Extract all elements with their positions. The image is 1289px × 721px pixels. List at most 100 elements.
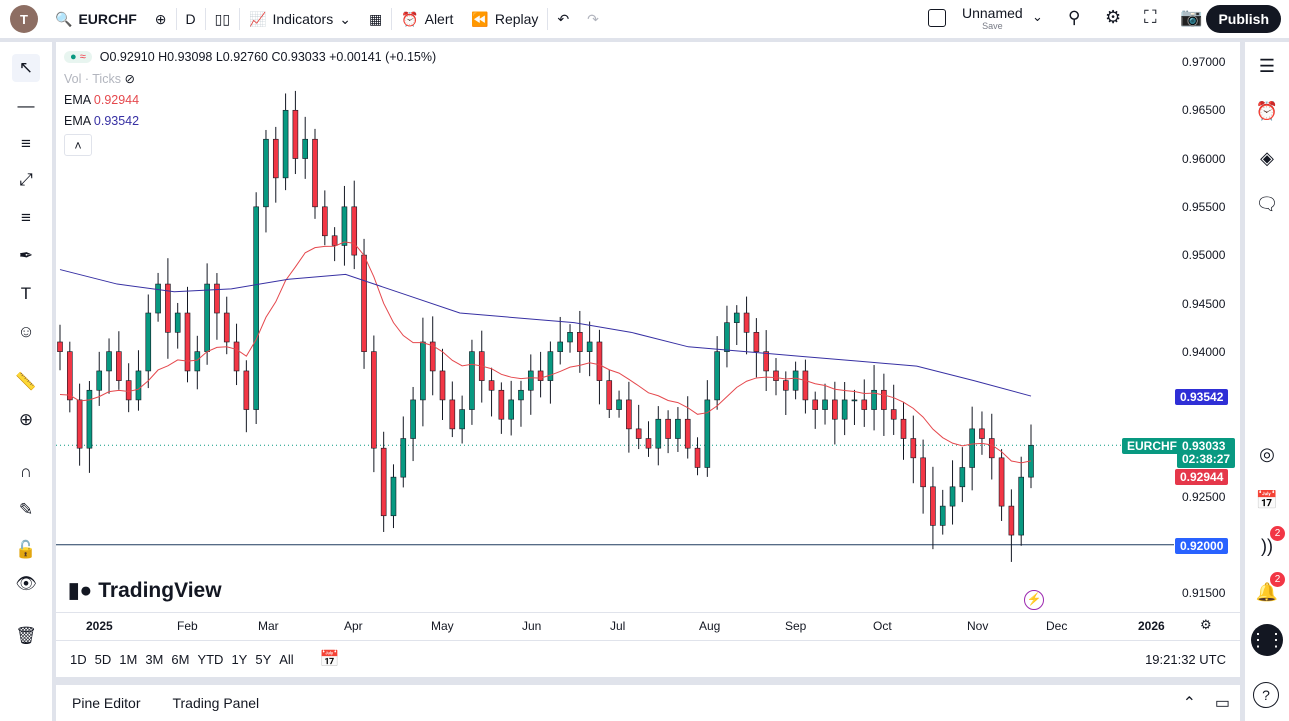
layout-name: Unnamed (962, 5, 1023, 21)
y-tick: 0.94500 (1182, 297, 1226, 311)
range-1y[interactable]: 1Y (231, 651, 248, 667)
calendar-icon[interactable]: 📅 (1255, 489, 1279, 510)
chat-icon[interactable]: 🗨 (1255, 193, 1279, 214)
chart-type-button[interactable]: ▯▯ (206, 0, 239, 38)
redo-button[interactable]: ↷ (578, 0, 608, 38)
ema-slow-label[interactable]: EMA (64, 114, 91, 128)
zoom-in-icon[interactable]: ⊕ (18, 410, 34, 429)
y-tick: 0.95500 (1182, 200, 1226, 214)
cursor-icon[interactable]: ↖ (12, 54, 40, 82)
layers-icon[interactable]: ◈ (1260, 147, 1274, 168)
compare-button[interactable]: ⊕ (146, 0, 176, 38)
axis-settings-gear-icon[interactable]: ⚙ (1200, 617, 1212, 632)
alarm-clock-icon[interactable]: ⏰ (1255, 100, 1279, 121)
candle-body (380, 447, 387, 517)
help-icon[interactable]: ? (1253, 682, 1279, 708)
trash-icon[interactable]: 🗑 (15, 626, 37, 645)
horizontal-line-price-tag[interactable]: 0.92000 (1175, 538, 1229, 554)
candle-body (547, 351, 554, 381)
range-5y[interactable]: 5Y (255, 651, 272, 667)
brush-icon[interactable]: ✒ (18, 246, 34, 265)
apps-grid-icon[interactable]: ⋮⋮ (1249, 624, 1285, 656)
ohlc-values: O0.92910 H0.93098 L0.92760 C0.93033 +0.0… (99, 50, 437, 64)
candle-body (292, 109, 299, 159)
chart-pane[interactable]: ● ≈ O0.92910 H0.93098 L0.92760 C0.93033 … (56, 42, 1240, 640)
range-5d[interactable]: 5D (94, 651, 112, 667)
lock-drawing-icon[interactable]: ✎ (18, 500, 34, 519)
settings-gear-icon[interactable]: ⚙ (1105, 7, 1122, 27)
chevron-up-icon[interactable]: ⌃ (1182, 695, 1196, 712)
indicators-button[interactable]: 📈 Indicators ⌄ (240, 0, 360, 38)
target-icon[interactable]: ◎ (1259, 443, 1275, 464)
text-icon[interactable]: T (20, 284, 32, 303)
collapse-legend-button[interactable]: ˄ (64, 134, 92, 156)
price-chart[interactable] (56, 42, 1240, 640)
candle-body (930, 486, 936, 526)
range-ytd[interactable]: YTD (197, 651, 224, 667)
chevron-down-icon[interactable]: ⌄ (1032, 9, 1043, 24)
trend-line-icon[interactable]: — (17, 96, 35, 115)
range-1d[interactable]: 1D (70, 651, 87, 667)
volume-label[interactable]: Vol · Ticks (64, 72, 121, 86)
layout-checkbox-icon[interactable] (928, 9, 946, 27)
ruler-icon[interactable]: 📏 (15, 372, 37, 391)
ema-fast-label[interactable]: EMA (64, 93, 91, 107)
pattern-icon[interactable]: ⤢ (19, 170, 33, 189)
candle-body (429, 341, 436, 372)
notifications-bell-icon[interactable]: 🔔 2 (1253, 572, 1285, 606)
candle-body (635, 428, 642, 439)
candle-body (351, 206, 358, 256)
candle-body (361, 254, 367, 352)
candle-body (763, 351, 769, 372)
undo-button[interactable]: ↶ (548, 0, 578, 38)
redo-icon: ↷ (587, 10, 599, 27)
candle-body (557, 341, 564, 352)
emoji-icon[interactable]: ☺ (17, 322, 35, 341)
candle-body (155, 283, 161, 314)
fullscreen-icon[interactable]: ⛶ (1144, 7, 1157, 27)
magnet-icon[interactable]: ∩ (19, 462, 33, 481)
publish-button[interactable]: Publish (1206, 5, 1281, 33)
ema-slow-value: 0.93542 (93, 114, 140, 128)
candle-body (655, 418, 662, 449)
templates-button[interactable]: ▦ (360, 0, 391, 38)
candle-body (145, 312, 152, 372)
alert-button[interactable]: ⏰ Alert (392, 0, 462, 38)
lightning-event-icon[interactable]: ⚡ (1024, 590, 1044, 610)
candle-body (184, 312, 191, 372)
fib-lines-icon[interactable]: ≡ (21, 134, 31, 153)
clock[interactable]: 19:21:32 UTC (1145, 651, 1226, 667)
news-feed-icon[interactable]: )) 2 (1253, 526, 1285, 560)
alarm-icon: ⏰ (401, 10, 419, 27)
range-6m[interactable]: 6M (171, 651, 190, 667)
candle-body (135, 370, 142, 401)
replay-button[interactable]: ⏪ Replay (462, 0, 547, 38)
watchlist-icon[interactable]: ☰ (1258, 55, 1276, 76)
calendar-goto-icon[interactable]: 📅 (319, 651, 340, 668)
user-avatar[interactable]: T (10, 5, 38, 33)
layout-save: Save (982, 21, 1003, 31)
lock-icon[interactable]: 🔓 (15, 540, 37, 559)
camera-icon[interactable]: 📷 (1180, 7, 1203, 27)
hidden-eye-icon[interactable]: ⊘ (124, 72, 135, 86)
candle-body (263, 138, 269, 208)
forecast-icon[interactable]: ≡ (21, 208, 31, 227)
range-all[interactable]: All (279, 651, 294, 667)
candle-body (76, 399, 83, 449)
maximize-panel-icon[interactable]: ▭ (1214, 695, 1230, 712)
tab-trading-panel[interactable]: Trading Panel (172, 695, 260, 711)
candle-body (802, 370, 809, 401)
y-tick: 0.96500 (1182, 103, 1226, 117)
tab-pine-editor[interactable]: Pine Editor (72, 695, 141, 711)
quick-search-icon[interactable]: ⚲ (1068, 8, 1081, 27)
market-status-icon[interactable]: ● ≈ (64, 51, 92, 63)
symbol-search[interactable]: 🔍 EURCHF (46, 0, 146, 38)
range-3m[interactable]: 3M (145, 651, 164, 667)
candle-body (900, 418, 907, 439)
eye-icon[interactable]: 👁 (15, 574, 37, 593)
interval-button[interactable]: D (185, 11, 196, 27)
candle-body (106, 351, 112, 372)
layout-name-button[interactable]: Unnamed Save (962, 6, 1023, 31)
range-1m[interactable]: 1M (119, 651, 138, 667)
candle-body (910, 438, 917, 459)
